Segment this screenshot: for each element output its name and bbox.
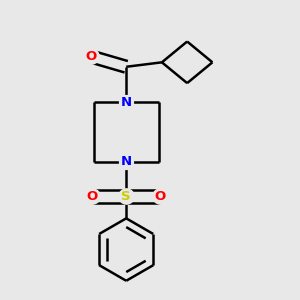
Text: O: O — [155, 190, 166, 202]
Text: N: N — [121, 96, 132, 109]
Text: O: O — [86, 190, 98, 202]
Text: S: S — [122, 190, 131, 202]
Text: O: O — [85, 50, 96, 63]
Text: N: N — [121, 155, 132, 168]
